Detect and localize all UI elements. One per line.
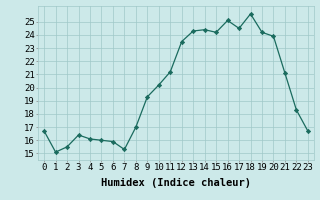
X-axis label: Humidex (Indice chaleur): Humidex (Indice chaleur) [101, 178, 251, 188]
